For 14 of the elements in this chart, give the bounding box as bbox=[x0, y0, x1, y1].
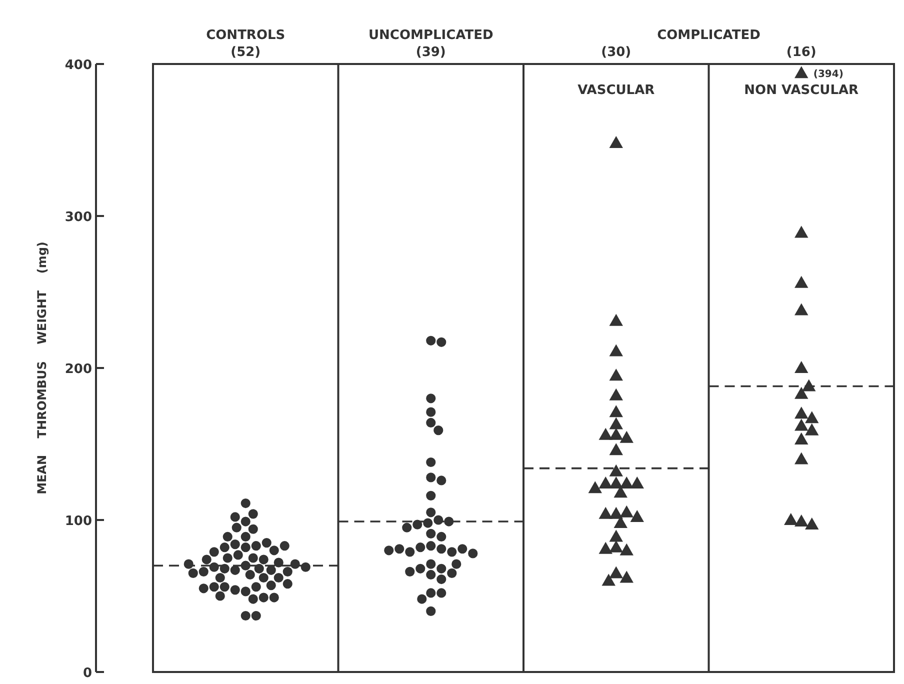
y-tick-label: 400 bbox=[64, 58, 92, 73]
x-tick-label: CONTROLS (52) bbox=[206, 28, 286, 60]
y-tick-label: 0 bbox=[82, 666, 92, 681]
annotation: VASCULAR bbox=[578, 83, 655, 98]
x-tick-label: UNCOMPLICATED (39) bbox=[368, 28, 494, 60]
x-tick-label: (16) bbox=[786, 45, 816, 60]
x-tick-label: (30) bbox=[601, 45, 632, 60]
y-axis-title: MEAN THROMBUS WEIGHT (mg) bbox=[35, 242, 49, 494]
y-tick-label: 300 bbox=[64, 210, 92, 225]
data-label: (394) bbox=[813, 69, 844, 80]
text: COMPLICATED bbox=[657, 28, 761, 43]
annotation: NON VASCULAR bbox=[744, 83, 859, 98]
y-tick-label: 100 bbox=[64, 514, 92, 529]
y-tick-label: 200 bbox=[64, 362, 92, 377]
